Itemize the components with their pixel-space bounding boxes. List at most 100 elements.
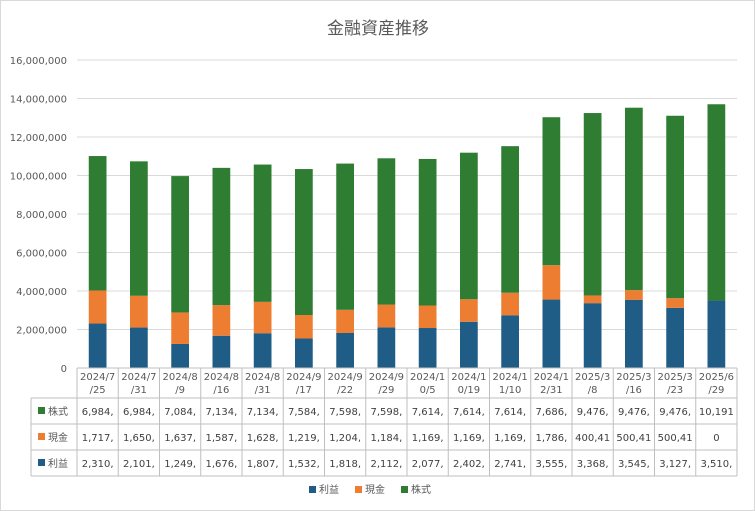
bars bbox=[88, 104, 726, 368]
data-label: 3,510, bbox=[700, 459, 732, 470]
legend-swatch bbox=[401, 486, 408, 493]
bar-segment bbox=[418, 328, 437, 368]
data-label: 1,637, bbox=[164, 433, 196, 444]
bar-segment bbox=[171, 176, 189, 313]
bar-segment bbox=[377, 327, 396, 368]
x-tick-label: 0/19 bbox=[458, 385, 480, 396]
x-tick-label: 2024/1 bbox=[410, 372, 445, 383]
y-tick-label: 4,000,000 bbox=[16, 287, 67, 298]
bar-segment bbox=[666, 115, 684, 299]
bar-segment bbox=[625, 299, 643, 368]
x-tick-label: /17 bbox=[296, 385, 312, 396]
y-tick-label: 10,000,000 bbox=[10, 172, 67, 183]
data-label: 1,628, bbox=[247, 433, 279, 444]
bar-segment bbox=[171, 343, 189, 368]
x-tick-label: /22 bbox=[337, 385, 353, 396]
x-tick-label: 2024/7 bbox=[80, 372, 115, 383]
table-legend-swatch bbox=[38, 407, 45, 414]
data-label: 9,476, bbox=[577, 407, 609, 418]
data-label: 1,786, bbox=[535, 433, 567, 444]
bar-segment bbox=[336, 163, 354, 310]
data-label: 6,984, bbox=[82, 407, 114, 418]
x-tick-label: 2024/7 bbox=[121, 372, 156, 383]
table-row-label: 利益 bbox=[48, 457, 68, 470]
bar-segment bbox=[460, 152, 478, 300]
bar-segment bbox=[418, 305, 437, 329]
bar-segment bbox=[460, 321, 478, 368]
bar-segment bbox=[130, 327, 148, 368]
bar-segment bbox=[666, 298, 684, 308]
data-label: 2,077, bbox=[412, 459, 444, 470]
data-label: 10,191 bbox=[699, 407, 734, 418]
x-tick-label: /29 bbox=[378, 385, 394, 396]
data-label: 1,184, bbox=[370, 433, 402, 444]
bar-segment bbox=[542, 299, 561, 368]
x-tick-label: /8 bbox=[588, 385, 598, 396]
data-label: 2,112, bbox=[370, 459, 402, 470]
bar-segment bbox=[542, 265, 561, 300]
y-tick-label: 0 bbox=[61, 364, 67, 375]
y-tick-label: 2,000,000 bbox=[16, 326, 67, 337]
data-label: 1,818, bbox=[329, 459, 361, 470]
y-tick-label: 6,000,000 bbox=[16, 249, 67, 260]
data-label: 7,584, bbox=[288, 407, 320, 418]
table-row-label: 現金 bbox=[48, 431, 68, 444]
x-tick-label: /16 bbox=[626, 385, 642, 396]
x-tick-label: 2024/1 bbox=[534, 372, 569, 383]
x-tick-label: /29 bbox=[708, 385, 724, 396]
data-label: 1,169, bbox=[494, 433, 526, 444]
x-tick-label: 2024/8 bbox=[245, 372, 280, 383]
bar-segment bbox=[88, 290, 107, 324]
bar-segment bbox=[583, 113, 602, 296]
bar-segment bbox=[88, 156, 107, 291]
legend-label: 利益 bbox=[319, 483, 339, 496]
data-label: 3,545, bbox=[618, 459, 650, 470]
bar-segment bbox=[130, 295, 148, 328]
table-legend-swatch bbox=[38, 459, 45, 466]
bar-segment bbox=[583, 295, 602, 304]
y-tick-label: 16,000,000 bbox=[10, 56, 67, 67]
data-label: 3,368, bbox=[577, 459, 609, 470]
x-tick-label: 0/5 bbox=[420, 385, 436, 396]
data-label: 1,532, bbox=[288, 459, 320, 470]
bar-segment bbox=[295, 338, 313, 368]
data-label: 7,084, bbox=[164, 407, 196, 418]
x-tick-label: 2024/9 bbox=[369, 372, 404, 383]
x-tick-label: 2024/8 bbox=[204, 372, 239, 383]
bar-segment bbox=[295, 169, 313, 316]
data-label: 400,41 bbox=[575, 433, 610, 444]
bar-segment bbox=[501, 315, 519, 368]
x-tick-label: 2024/1 bbox=[493, 372, 528, 383]
table-legend-swatch bbox=[38, 433, 45, 440]
x-tick-label: /9 bbox=[175, 385, 185, 396]
bar-segment bbox=[501, 146, 519, 293]
bar-segment bbox=[625, 107, 643, 291]
chart-title: 金融資産推移 bbox=[327, 19, 429, 39]
data-label: 3,127, bbox=[659, 459, 691, 470]
y-tick-label: 12,000,000 bbox=[10, 133, 67, 144]
data-label: 1,650, bbox=[123, 433, 155, 444]
bar-segment bbox=[336, 333, 354, 368]
data-label: 9,476, bbox=[618, 407, 650, 418]
x-tick-label: 2024/9 bbox=[286, 372, 321, 383]
legend-swatch bbox=[355, 486, 362, 493]
data-label: 1,249, bbox=[164, 459, 196, 470]
bar-segment bbox=[583, 303, 602, 368]
bar-segment bbox=[295, 315, 313, 339]
bar-segment bbox=[212, 335, 231, 368]
data-label: 2,310, bbox=[82, 459, 114, 470]
bar-segment bbox=[707, 300, 726, 368]
data-label: 1,717, bbox=[82, 433, 114, 444]
x-tick-label: 2024/1 bbox=[451, 372, 486, 383]
x-tick-label: /31 bbox=[255, 385, 271, 396]
data-label: 7,614, bbox=[453, 407, 485, 418]
x-tick-label: /16 bbox=[213, 385, 229, 396]
x-tick-label: 2025/3 bbox=[575, 372, 610, 383]
data-label: 500,41 bbox=[616, 433, 651, 444]
bar-segment bbox=[625, 290, 643, 300]
x-tick-label: /31 bbox=[131, 385, 147, 396]
data-label: 7,686, bbox=[535, 407, 567, 418]
data-label: 7,598, bbox=[329, 407, 361, 418]
